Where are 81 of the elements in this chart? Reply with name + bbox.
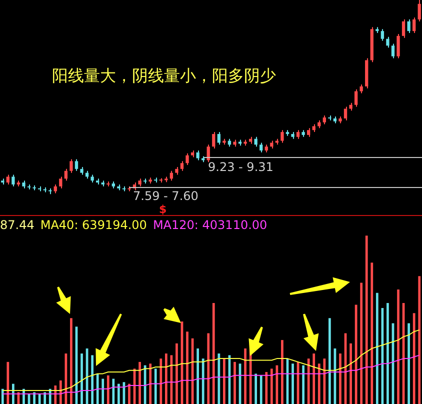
bar <box>408 323 410 404</box>
bar <box>33 392 36 404</box>
bar <box>202 358 204 404</box>
text: $ <box>159 203 167 216</box>
bar <box>70 318 72 404</box>
bar <box>80 354 83 404</box>
bar <box>112 378 115 404</box>
text: MA40: 639194.00 <box>40 217 147 234</box>
candlestick <box>64 168 68 182</box>
bar <box>328 318 331 404</box>
bar <box>234 362 236 404</box>
bar <box>176 343 178 404</box>
bar <box>254 374 258 404</box>
candlestick <box>260 142 263 153</box>
bar <box>6 362 10 404</box>
bar <box>412 313 416 404</box>
bar <box>218 354 220 404</box>
bar <box>312 354 316 404</box>
candlestick <box>180 160 184 172</box>
candlestick <box>344 106 348 121</box>
bar <box>106 375 110 404</box>
annotation: 7.59 - 7.60 <box>133 189 198 204</box>
bar <box>318 364 320 404</box>
bar <box>160 358 162 404</box>
bar <box>307 358 310 404</box>
candlestick <box>386 36 390 48</box>
candlestick <box>217 132 220 146</box>
bar <box>128 384 130 404</box>
bar <box>96 374 99 404</box>
candlestick <box>402 18 406 38</box>
candlestick <box>380 28 384 42</box>
bar <box>302 365 304 404</box>
bar <box>212 303 215 404</box>
bar <box>91 355 94 404</box>
bar <box>196 348 199 404</box>
candlestick <box>407 18 410 34</box>
candlestick <box>212 132 216 150</box>
bar <box>339 354 342 404</box>
bar <box>149 364 152 404</box>
bar <box>350 343 352 404</box>
bar <box>244 348 246 404</box>
bar <box>360 282 363 404</box>
text: MA120: 403110.00 <box>152 217 268 234</box>
candlestick <box>280 130 284 144</box>
bar <box>376 292 378 404</box>
annotation: 阳线量大，阴线量小，阳多阴少 <box>52 66 276 86</box>
bar <box>370 262 374 404</box>
candlestick <box>12 174 15 187</box>
bar <box>138 362 141 404</box>
bar <box>365 236 368 404</box>
candlestick <box>354 88 358 108</box>
text: 87.44 <box>0 217 34 234</box>
bar <box>260 375 262 404</box>
bar <box>223 358 226 404</box>
candlestick <box>196 150 200 161</box>
candlestick <box>418 0 421 22</box>
bar <box>323 358 326 404</box>
bar <box>154 368 157 404</box>
bar <box>102 378 104 404</box>
bar <box>164 354 168 404</box>
bar <box>397 290 400 404</box>
candlestick <box>59 176 62 189</box>
bar <box>1 388 4 404</box>
candlestick <box>186 152 189 166</box>
bar <box>270 368 273 404</box>
candlestick <box>74 158 78 172</box>
bar <box>207 333 210 404</box>
candlestick <box>396 33 400 59</box>
candlestick <box>70 158 73 174</box>
candlestick <box>391 43 395 59</box>
bar <box>265 372 268 404</box>
candlestick <box>6 174 10 185</box>
bar <box>386 303 389 404</box>
candlestick <box>412 16 416 34</box>
bar <box>281 340 284 404</box>
bar <box>44 392 46 404</box>
bar <box>186 332 188 404</box>
bar <box>292 364 294 404</box>
bar <box>418 276 421 404</box>
bar <box>118 384 120 404</box>
annotation: 9.23 - 9.31 <box>208 160 274 174</box>
